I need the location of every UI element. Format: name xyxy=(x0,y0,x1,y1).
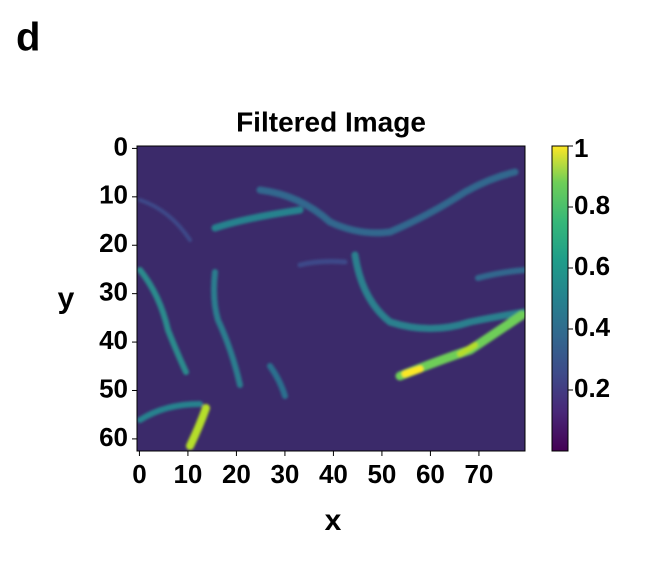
x-tick-label: 0 xyxy=(132,459,146,489)
x-tick-label: 20 xyxy=(222,459,251,489)
x-axis-label: x xyxy=(325,504,342,537)
colorbar xyxy=(551,145,569,452)
colorbar-tick-label: 0.8 xyxy=(574,190,610,220)
y-tick-label: 0 xyxy=(114,131,128,161)
x-tick-label: 70 xyxy=(464,459,493,489)
x-tick-label: 10 xyxy=(173,459,202,489)
colorbar-tick-label: 0.4 xyxy=(574,312,611,342)
chart-title: Filtered Image xyxy=(236,106,426,137)
y-axis-label: y xyxy=(58,282,75,315)
heatmap-image xyxy=(137,146,525,451)
x-tick-label: 50 xyxy=(367,459,396,489)
y-tick-label: 50 xyxy=(99,373,128,403)
x-tick-label: 30 xyxy=(270,459,299,489)
y-tick-label: 60 xyxy=(99,422,128,452)
vessels xyxy=(137,168,525,450)
colorbar-tick-label: 0.6 xyxy=(574,251,610,281)
x-tick-label: 40 xyxy=(319,459,348,489)
colorbar-tick-label: 1 xyxy=(574,133,588,163)
x-tick-label: 60 xyxy=(416,459,445,489)
y-tick-label: 10 xyxy=(99,180,128,210)
panel-label: d xyxy=(16,16,40,60)
y-tick-label: 30 xyxy=(99,277,128,307)
y-tick-label: 40 xyxy=(99,325,128,355)
y-tick-label: 20 xyxy=(99,228,128,258)
colorbar-tick-label: 0.2 xyxy=(574,373,610,403)
image-frame xyxy=(136,145,526,452)
